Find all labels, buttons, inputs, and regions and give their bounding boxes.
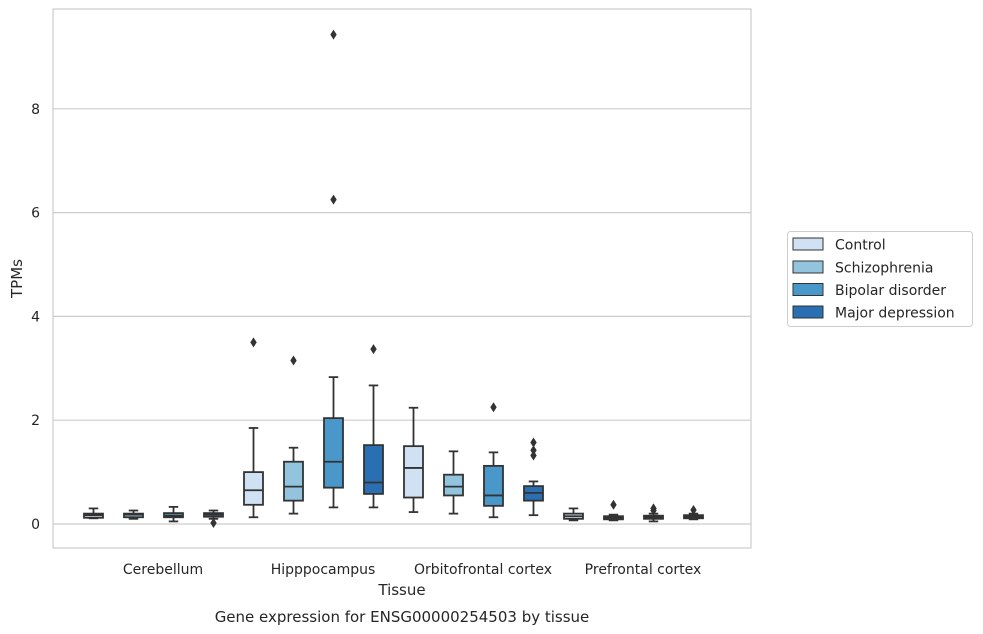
y-tick-label-0: 0 <box>31 517 40 533</box>
legend-item-control: Control <box>792 237 886 254</box>
y-tick-label-8: 8 <box>31 102 40 118</box>
box-hipppocampus-control-iqr <box>243 471 264 506</box>
boxes <box>83 29 704 528</box>
y-axis-ticks: 0 2 4 6 8 <box>31 102 40 533</box>
legend-item-major-depression: Major depression <box>792 305 955 322</box>
box-orbitofrontal-cortex-bipolar-disorder-outlier-0 <box>490 402 497 413</box>
box-hipppocampus-major-depression-iqr <box>363 444 384 495</box>
legend-label-major-depression: Major depression <box>835 306 955 322</box>
box-prefrontal-cortex-major-depression-outlier-0 <box>690 504 697 515</box>
box-hipppocampus-schizophrenia <box>283 355 304 515</box>
x-tick-label-orbitofrontal-cortex: Orbitofrontal cortex <box>414 562 552 578</box>
box-cerebellum-major-depression <box>203 509 224 528</box>
box-cerebellum-bipolar-disorder <box>163 505 184 523</box>
figure-caption: Gene expression for ENSG00000254503 by t… <box>215 608 590 626</box>
box-hipppocampus-bipolar-disorder-outlier-1 <box>330 29 337 40</box>
box-orbitofrontal-cortex-major-depression-outlier-2 <box>530 437 537 448</box>
legend-label-bipolar-disorder: Bipolar disorder <box>835 283 946 299</box>
y-axis-label: TPMs <box>8 259 26 299</box>
x-axis-ticks: Cerebellum Hipppocampus Orbitofrontal cort… <box>123 562 701 578</box>
legend-swatch-bipolar-disorder <box>792 283 824 296</box>
box-hipppocampus-bipolar-disorder-outlier-0 <box>330 194 337 205</box>
box-prefrontal-cortex-bipolar-disorder-outlier-1 <box>650 505 657 516</box>
box-orbitofrontal-cortex-schizophrenia-iqr <box>443 473 464 497</box>
box-cerebellum-control <box>83 507 104 520</box>
box-orbitofrontal-cortex-bipolar-disorder <box>483 402 504 519</box>
box-hipppocampus-control-outlier-0 <box>250 337 257 348</box>
y-tick-label-2: 2 <box>31 413 40 429</box>
box-orbitofrontal-cortex-control-iqr <box>403 445 424 499</box>
legend-swatch-control <box>792 237 824 251</box>
y-tick-label-6: 6 <box>31 206 40 222</box>
legend: Control Schizophrenia Bipolar disorder M… <box>787 231 973 327</box>
gridlines <box>53 108 751 525</box>
box-prefrontal-cortex-schizophrenia-outlier-0 <box>610 499 617 510</box>
box-hipppocampus-bipolar-disorder <box>323 29 344 509</box>
legend-swatch-schizophrenia <box>792 260 824 274</box>
box-hipppocampus-major-depression-outlier-0 <box>370 344 377 355</box>
box-orbitofrontal-cortex-control <box>403 406 424 513</box>
box-prefrontal-cortex-control <box>563 507 584 522</box>
box-prefrontal-cortex-bipolar-disorder <box>643 503 664 523</box>
box-prefrontal-cortex-schizophrenia <box>603 499 624 522</box>
box-hipppocampus-schizophrenia-iqr <box>283 460 304 502</box>
plot-area-frame <box>52 8 752 549</box>
x-tick-label-prefrontal-cortex: Prefrontal cortex <box>585 562 702 578</box>
box-hipppocampus-schizophrenia-outlier-0 <box>290 355 297 366</box>
box-cerebellum-schizophrenia <box>123 509 144 520</box>
legend-item-schizophrenia: Schizophrenia <box>792 260 933 277</box>
box-hipppocampus-bipolar-disorder-iqr <box>323 417 344 489</box>
legend-label-schizophrenia: Schizophrenia <box>835 261 933 277</box>
legend-frame <box>787 231 973 327</box>
box-orbitofrontal-cortex-major-depression <box>523 437 544 517</box>
legend-label-control: Control <box>835 238 886 254</box>
y-tick-label-4: 4 <box>31 309 40 325</box>
box-hipppocampus-major-depression <box>363 344 384 509</box>
box-orbitofrontal-cortex-bipolar-disorder-iqr <box>483 464 504 507</box>
x-axis-label: Tissue <box>377 581 425 599</box>
legend-swatch-major-depression <box>792 305 824 319</box>
box-orbitofrontal-cortex-major-depression-outlier-0 <box>530 450 537 461</box>
legend-item-bipolar-disorder: Bipolar disorder <box>792 283 946 299</box>
x-tick-label-hipppocampus: Hipppocampus <box>271 562 376 578</box>
box-orbitofrontal-cortex-major-depression-outlier-1 <box>530 445 537 456</box>
box-orbitofrontal-cortex-schizophrenia <box>443 450 464 515</box>
x-tick-label-cerebellum: Cerebellum <box>123 562 203 578</box>
box-prefrontal-cortex-major-depression <box>683 504 704 521</box>
box-hipppocampus-control <box>243 337 264 519</box>
box-cerebellum-major-depression-outlier-0 <box>210 517 217 528</box>
